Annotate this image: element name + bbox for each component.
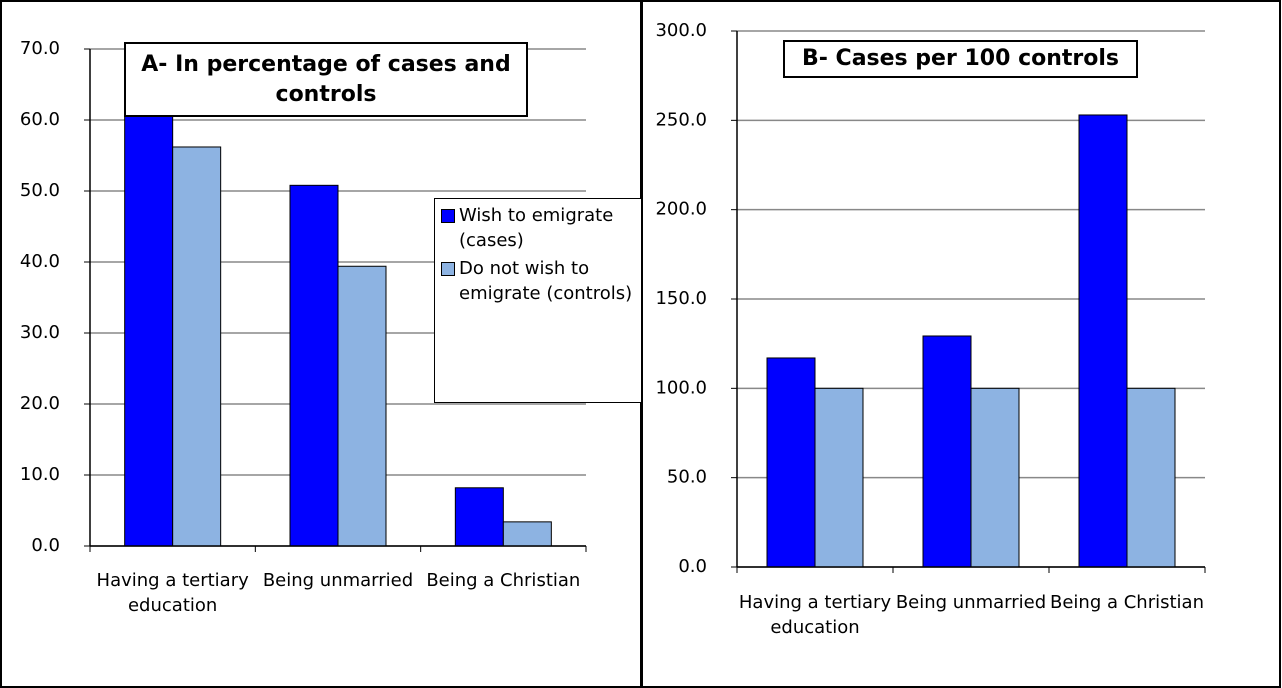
bar xyxy=(502,521,552,547)
y-tick-label: 50.0 xyxy=(20,180,60,201)
bar xyxy=(454,487,504,547)
bar xyxy=(124,81,174,547)
x-tick-label: Having a tertiary education xyxy=(738,592,892,638)
chart-title: B- Cases per 100 controls xyxy=(783,40,1138,78)
x-tick-label: Having a tertiary education xyxy=(96,570,249,616)
bar xyxy=(289,184,339,547)
x-tick-label: Being unmarried xyxy=(895,592,1047,613)
legend-swatch xyxy=(441,262,455,276)
bar xyxy=(766,357,816,568)
y-tick-label: 50.0 xyxy=(667,467,707,488)
bar xyxy=(1078,114,1128,568)
y-tick-label: 30.0 xyxy=(20,322,60,343)
y-tick-label: 40.0 xyxy=(20,251,60,272)
bar xyxy=(337,265,387,547)
legend-item: Do not wish to emigrate (controls) xyxy=(441,256,635,306)
chart-title: A- In percentage of cases and controls xyxy=(124,42,528,117)
legend-label: Do not wish to emigrate (controls) xyxy=(459,258,633,304)
bar xyxy=(1126,387,1176,568)
y-tick-label: 100.0 xyxy=(655,377,707,398)
panel-border xyxy=(641,0,1281,688)
y-tick-label: 20.0 xyxy=(20,393,60,414)
bar xyxy=(814,387,864,568)
y-tick-label: 200.0 xyxy=(655,199,707,220)
x-tick-label: Being a Christian xyxy=(1050,592,1204,613)
y-tick-label: 250.0 xyxy=(655,109,707,130)
y-tick-label: 60.0 xyxy=(20,109,60,130)
x-tick-label: Being a Christian xyxy=(426,570,581,591)
y-tick-label: 150.0 xyxy=(655,288,707,309)
legend-swatch xyxy=(441,209,455,223)
legend-item: Wish to emigrate (cases) xyxy=(441,203,635,253)
legend-label: Wish to emigrate (cases) xyxy=(459,205,614,251)
y-tick-label: 300.0 xyxy=(655,20,707,41)
legend: Wish to emigrate (cases) Do not wish to e… xyxy=(434,198,642,403)
y-tick-label: 0.0 xyxy=(678,556,707,577)
y-tick-label: 0.0 xyxy=(31,535,60,556)
bar xyxy=(970,387,1020,568)
y-tick-label: 70.0 xyxy=(20,38,60,59)
x-tick-label: Being unmarried xyxy=(262,570,414,591)
y-tick-label: 10.0 xyxy=(20,464,60,485)
bar xyxy=(922,335,972,568)
bar xyxy=(172,146,222,547)
